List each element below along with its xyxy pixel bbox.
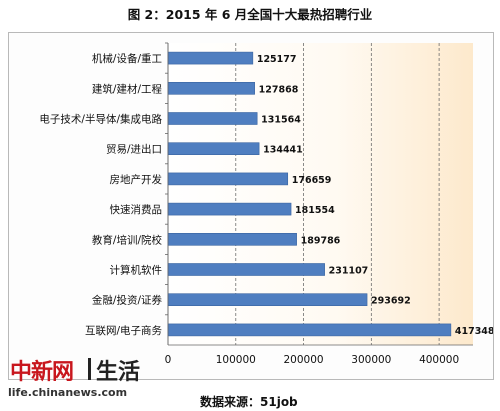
x-tick-label: 300000 [351,354,391,366]
x-tick-label: 200000 [284,354,324,366]
value-label: 125177 [257,54,297,65]
value-label: 134441 [263,145,303,156]
bar [167,233,297,246]
category-label: 教育/培训/院校 [92,233,163,246]
category-label: 机械/设备/重工 [92,52,162,65]
bar [167,172,289,186]
value-label: 131564 [261,115,301,126]
logo-url: life.chinanews.com [8,386,128,399]
category-label: 快速消费品 [110,203,163,216]
bar [167,112,258,125]
category-label: 房地产开发 [110,173,163,186]
bar-chart: 125177 机械/设备/重工 127868 建筑/建材/工程 131564 电子技术/半… [39,42,493,366]
x-tick-label: 0 [165,354,172,366]
bar [167,202,292,216]
bar [167,323,452,337]
logo-name: 中新网 [10,359,74,385]
category-label: 电子技术/半导体/集成电路 [39,113,162,126]
value-label: 176659 [292,175,332,186]
chart-title: 图 2：2015 年 6 月全国十大最热招聘行业 [127,7,373,22]
value-label: 181554 [295,205,335,216]
value-label: 127868 [259,84,299,95]
bar [167,142,260,155]
logo-section: 生活 [96,360,141,385]
value-label: 189786 [301,235,341,246]
category-label: 金融/投资/证券 [92,294,163,307]
bar [167,293,368,307]
x-tick-label: 100000 [216,354,256,366]
category-label: 贸易/进出口 [106,143,162,156]
bar [167,263,325,276]
value-label: 417348 [455,326,493,337]
bar [167,51,254,65]
category-label: 建筑/建材/工程 [92,82,163,95]
category-label: 互联网/电子商务 [85,324,163,337]
category-label: 计算机软件 [110,264,163,277]
data-source: 数据来源：51job [200,395,298,409]
chart-area: 125177 机械/设备/重工 127868 建筑/建材/工程 131564 电子技术/半… [8,32,494,380]
bar [167,81,255,95]
value-label: 231107 [329,266,369,277]
chinanews-logo: 中新网 生活 life.chinanews.com [6,354,156,404]
value-label: 293692 [371,296,411,307]
logo-divider [88,358,91,380]
x-tick-label: 400000 [419,354,459,366]
